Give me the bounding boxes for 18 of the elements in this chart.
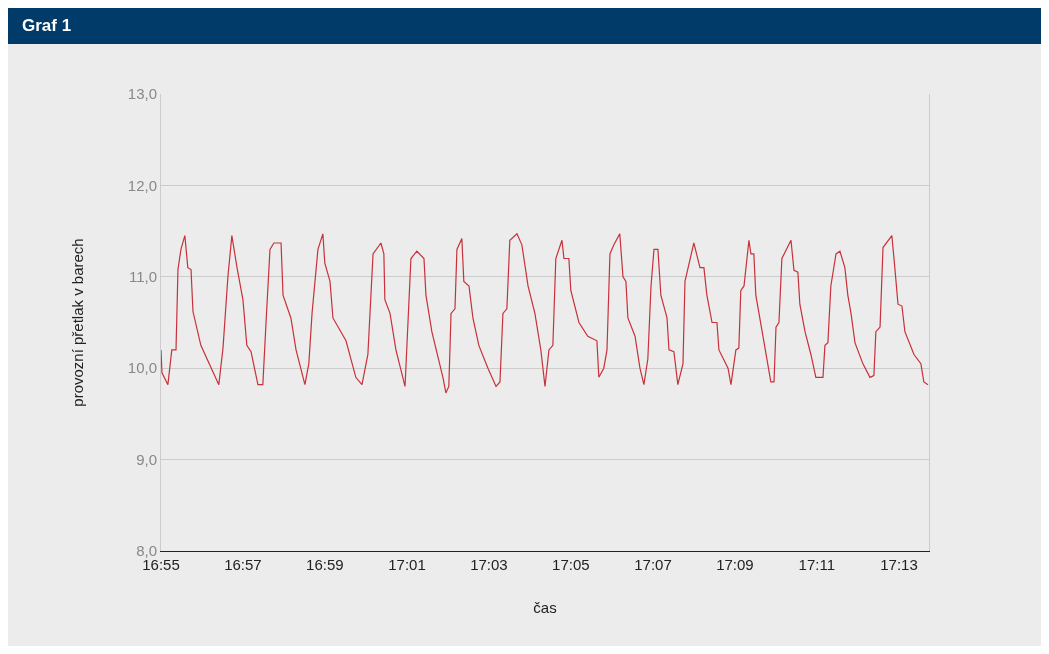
y-tick-label: 11,0 xyxy=(128,268,157,286)
x-tick-label: 17:03 xyxy=(470,556,508,574)
y-tick-label: 10,0 xyxy=(127,359,157,377)
x-axis-title: čas xyxy=(533,599,557,617)
x-tick-label: 17:01 xyxy=(388,556,426,574)
x-tick-label: 17:11 xyxy=(798,556,836,574)
y-tick-label: 12,0 xyxy=(127,176,157,194)
x-tick-label: 17:13 xyxy=(880,556,918,574)
x-tick-label: 17:09 xyxy=(716,556,754,574)
x-tick-label: 17:07 xyxy=(634,556,672,574)
y-tick-label: 9,0 xyxy=(136,450,157,468)
y-tick-label: 13,0 xyxy=(127,85,157,103)
y-axis-title: provozní přetlak v barech xyxy=(69,238,87,407)
line-series xyxy=(161,233,929,394)
x-tick-label: 16:59 xyxy=(306,556,344,574)
x-tick-label: 16:57 xyxy=(224,556,262,574)
chart-title: Graf 1 xyxy=(8,8,1041,44)
x-tick-label: 17:05 xyxy=(552,556,590,574)
